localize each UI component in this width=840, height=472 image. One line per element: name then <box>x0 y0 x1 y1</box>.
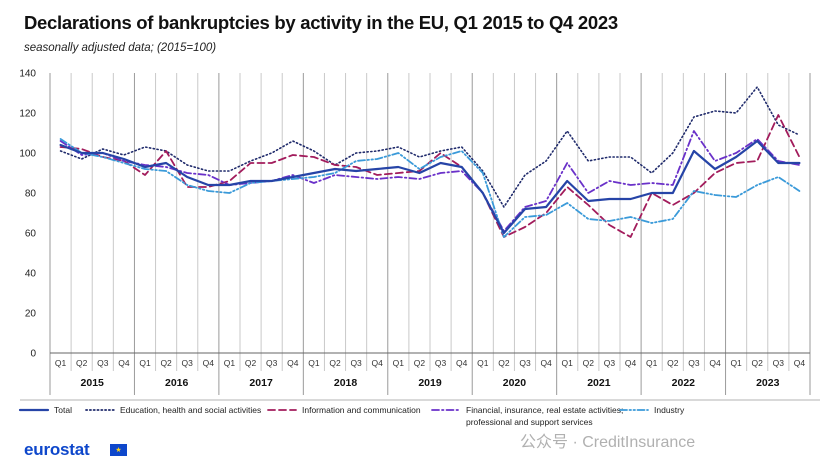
quarter-label: Q1 <box>393 358 405 368</box>
legend-label-1: Education, health and social activities <box>120 405 261 415</box>
y-tick-label: 120 <box>19 109 36 120</box>
year-label: 2023 <box>756 377 780 389</box>
quarter-label: Q4 <box>372 358 384 368</box>
quarter-label: Q3 <box>182 358 194 368</box>
legend-label-3: Financial, insurance, real estate activi… <box>466 405 623 415</box>
quarter-label: Q1 <box>646 358 658 368</box>
y-tick-label: 100 <box>19 149 36 160</box>
y-tick-label: 0 <box>30 349 36 360</box>
y-tick-label: 80 <box>25 189 37 200</box>
quarter-label: Q2 <box>498 358 510 368</box>
year-label: 2016 <box>165 377 189 389</box>
chart-subtitle: seasonally adjusted data; (2015=100) <box>24 42 217 54</box>
quarter-label: Q4 <box>118 358 130 368</box>
quarter-label: Q1 <box>562 358 574 368</box>
quarter-label: Q3 <box>350 358 362 368</box>
quarter-label: Q3 <box>688 358 700 368</box>
series-line-1 <box>59 86 801 208</box>
watermark: 公众号 · CreditInsurance <box>520 434 696 451</box>
y-axis: 0 20 40 60 80 100 120 140 <box>19 69 36 360</box>
quarter-label: Q4 <box>625 358 637 368</box>
quarter-label: Q1 <box>55 358 67 368</box>
quarter-label: Q4 <box>287 358 299 368</box>
y-tick-label: 140 <box>19 69 36 80</box>
year-label: 2018 <box>334 377 358 389</box>
quarter-label: Q1 <box>139 358 151 368</box>
year-label: 2019 <box>418 377 442 389</box>
quarter-label: Q1 <box>730 358 742 368</box>
year-label: 2015 <box>81 377 105 389</box>
eu-flag-icon: ★ <box>110 444 127 456</box>
quarter-label: Q3 <box>266 358 278 368</box>
quarter-label: Q2 <box>414 358 426 368</box>
legend-label-3-line2: professional and support services <box>466 417 593 427</box>
quarter-label: Q3 <box>604 358 616 368</box>
legend-label-4: Industry <box>654 405 685 415</box>
chart-title: Declarations of bankruptcies by activity… <box>24 12 618 33</box>
series-line-3 <box>59 130 801 232</box>
quarter-label: Q1 <box>224 358 236 368</box>
legend-label-2: Information and communication <box>302 405 421 415</box>
y-tick-label: 40 <box>25 269 37 280</box>
quarter-label: Q4 <box>456 358 468 368</box>
quarter-label: Q2 <box>667 358 679 368</box>
year-label: 2022 <box>672 377 696 389</box>
quarter-label: Q2 <box>160 358 172 368</box>
year-label: 2020 <box>503 377 527 389</box>
legend: Total Education, health and social activi… <box>18 399 820 427</box>
quarter-label: Q3 <box>773 358 785 368</box>
quarter-label: Q3 <box>519 358 531 368</box>
x-axis: Q1 Q2 Q3 Q4 2015 Q1 Q2 Q3 Q4 2016 Q1 Q2 Q3 Q4 2017 Q1 Q2… <box>55 358 806 389</box>
legend-label-0: Total <box>54 405 72 415</box>
quarter-label: Q4 <box>203 358 215 368</box>
quarter-label: Q2 <box>583 358 595 368</box>
series-line-0 <box>59 139 801 235</box>
year-label: 2021 <box>587 377 611 389</box>
quarter-label: Q2 <box>245 358 257 368</box>
quarter-label: Q3 <box>97 358 109 368</box>
quarter-label: Q4 <box>709 358 721 368</box>
series-lines <box>59 86 801 238</box>
quarter-label: Q4 <box>540 358 552 368</box>
quarter-label: Q4 <box>794 358 806 368</box>
quarter-label: Q2 <box>752 358 764 368</box>
chart-grid <box>49 73 811 395</box>
y-tick-label: 20 <box>25 309 37 320</box>
quarter-label: Q2 <box>76 358 88 368</box>
quarter-label: Q1 <box>477 358 489 368</box>
line-chart: 0 20 40 60 80 100 120 140 Q1 Q2 Q3 Q4 2015 Q1 Q2 Q3 Q4 2… <box>18 69 820 427</box>
quarter-label: Q1 <box>308 358 320 368</box>
quarter-label: Q3 <box>435 358 447 368</box>
eurostat-logo: eurostat <box>24 440 90 459</box>
year-label: 2017 <box>249 377 273 389</box>
quarter-label: Q2 <box>329 358 341 368</box>
y-tick-label: 60 <box>25 229 37 240</box>
series-line-4 <box>59 138 801 238</box>
